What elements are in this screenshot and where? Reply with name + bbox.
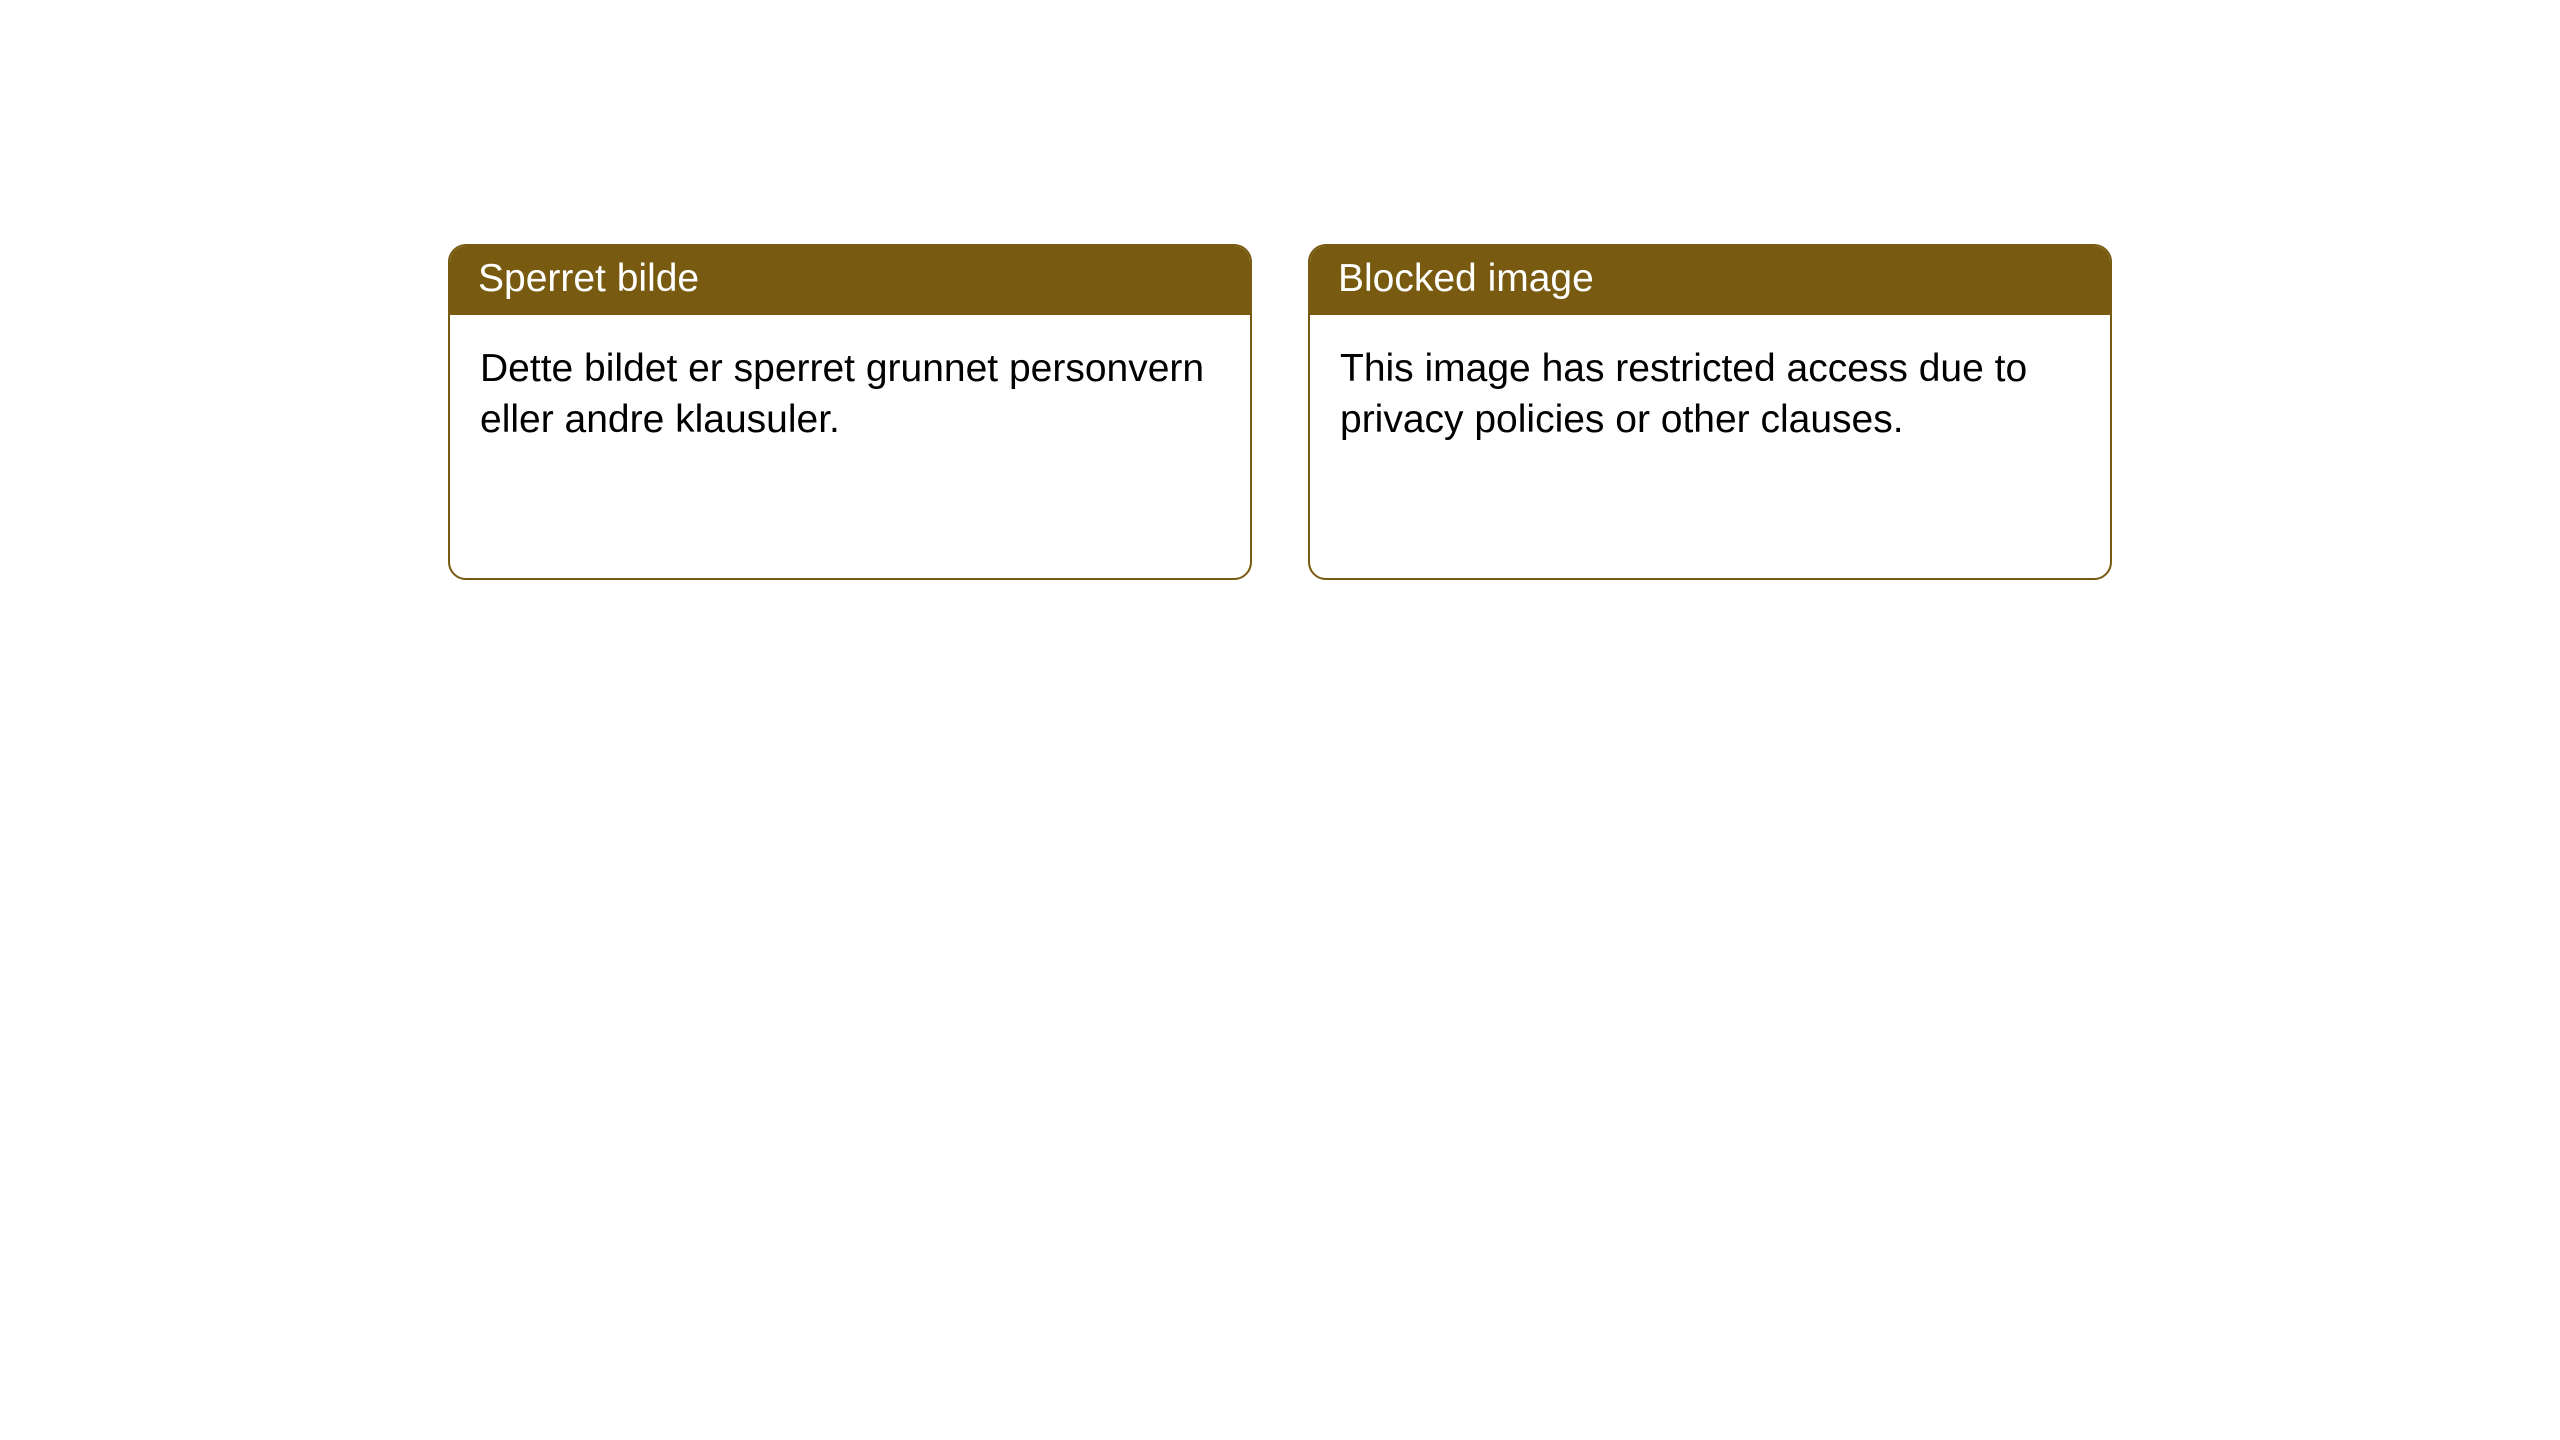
notice-header: Sperret bilde: [450, 246, 1250, 315]
notice-card-english: Blocked image This image has restricted …: [1308, 244, 2112, 580]
notice-body: Dette bildet er sperret grunnet personve…: [450, 315, 1250, 474]
notice-body: This image has restricted access due to …: [1310, 315, 2110, 474]
notice-card-norwegian: Sperret bilde Dette bildet er sperret gr…: [448, 244, 1252, 580]
notice-title: Sperret bilde: [478, 257, 699, 300]
notice-header: Blocked image: [1310, 246, 2110, 315]
notice-body-text: This image has restricted access due to …: [1340, 347, 2027, 441]
notice-container: Sperret bilde Dette bildet er sperret gr…: [448, 244, 2112, 1440]
notice-title: Blocked image: [1338, 257, 1594, 300]
notice-body-text: Dette bildet er sperret grunnet personve…: [480, 347, 1204, 441]
